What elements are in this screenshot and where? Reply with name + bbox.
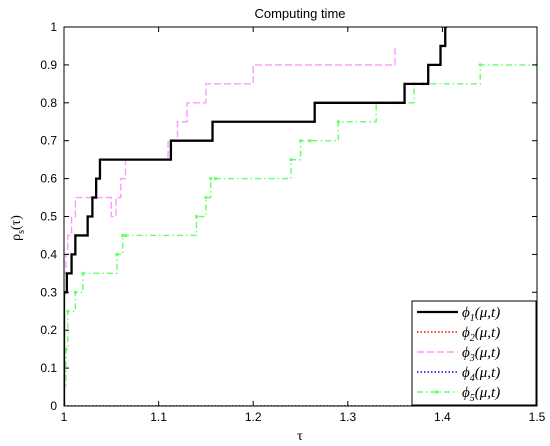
series-5-point [209,177,213,181]
series-line-3 [64,45,396,406]
x-tick-label: 1.4 [434,410,451,424]
series-5-point [298,139,303,143]
y-tick-label: 0 [50,399,57,413]
legend-box [411,300,537,406]
series-5-point [308,139,312,143]
chart-title: Computing time [254,6,345,21]
axes: 1 1.1 1.2 1.3 1.4 1.5 0 0.1 0.2 0.3 0.4 0.5 0.6 0.7 0.… [40,20,545,424]
y-tick-label: 0.1 [40,361,57,375]
x-tick-label: 1.1 [150,410,167,424]
series-5-point [115,252,119,256]
y-tick-label: 0.5 [40,210,57,224]
legend-marker [435,390,439,394]
y-tick-label: 0.7 [40,134,57,148]
y-tick-label: 0.6 [40,172,57,186]
series-5-point [204,195,208,200]
series-line-1 [64,27,448,406]
legend: ϕ1(μ,t)ϕ2(μ,t)ϕ3(μ,t)ϕ4(μ,t)ϕ5(μ,t) [411,300,537,406]
plot-area [64,27,537,406]
y-tick-label: 0.2 [40,323,57,337]
y-tick-label: 0.8 [40,96,57,110]
series-5-point [336,120,340,124]
series-5-point [66,309,70,313]
series-5-point [478,63,482,67]
y-tick-label: 1 [50,20,57,34]
y-tick-label: 0.3 [40,285,57,299]
legend-label-5: ϕ5(μ,t) [462,385,500,404]
y-axis-label-suffix: (τ) [9,215,24,230]
x-axis-label: τ [297,429,303,444]
y-axis-label-main: ρ [9,234,24,241]
y-tick-label: 0.4 [40,247,57,261]
legend-label-2: ϕ2(μ,t) [462,325,500,344]
x-tick-label: 1.2 [245,410,262,424]
series-5-point [289,158,293,162]
legend-label-4: ϕ4(μ,t) [462,365,500,384]
x-tick-label: 1.3 [339,410,356,424]
x-tick-label: 1.5 [529,410,546,424]
y-axis-label: ρs(τ) [9,215,27,241]
series-5-point [73,290,77,294]
series-5-point [121,233,125,238]
legend-label-1: ϕ1(μ,t) [462,305,500,324]
series-group [64,27,537,406]
legend-label-3: ϕ3(μ,t) [462,345,500,364]
series-5-point [194,214,199,219]
series-5-point [123,233,128,238]
y-tick-label: 0.9 [40,58,57,72]
series-5-point [81,271,85,275]
series-5-point [213,177,217,181]
y-axis-label-sub: s [16,230,27,234]
x-tick-label: 1 [61,410,68,424]
